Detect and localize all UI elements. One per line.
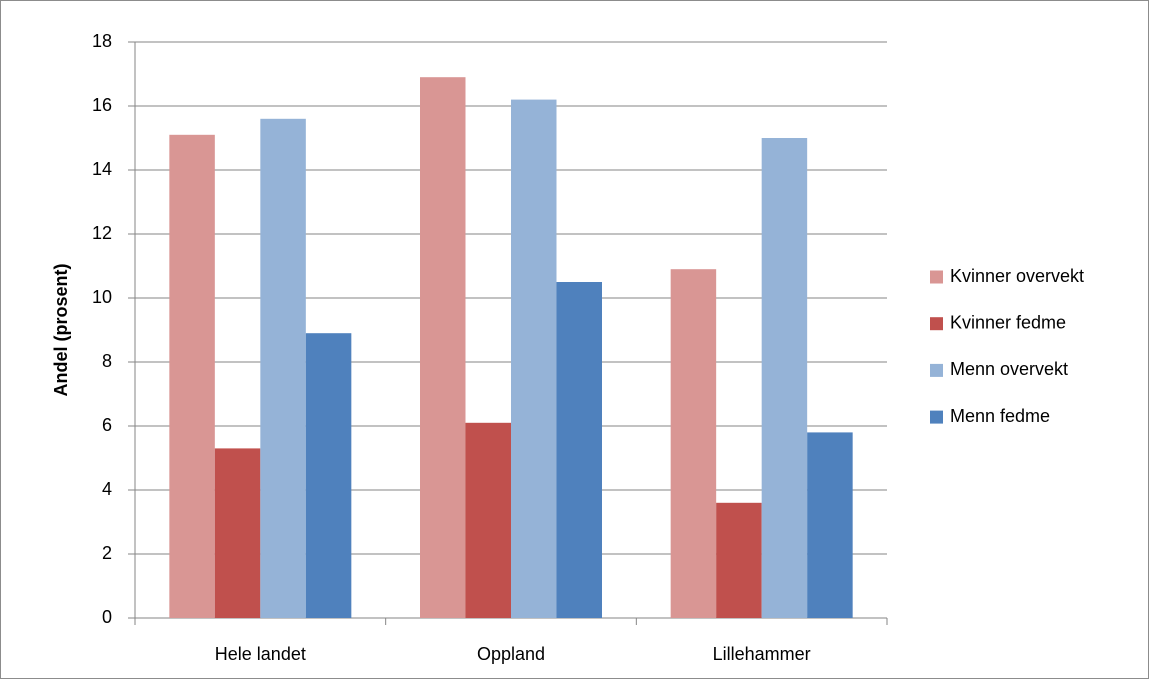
bar (556, 282, 602, 618)
y-tick-label: 16 (92, 95, 112, 115)
y-axis-label: Andel (prosent) (51, 263, 71, 396)
legend-label: Kvinner fedme (950, 312, 1066, 332)
bar (169, 134, 215, 619)
y-tick-label: 12 (92, 223, 112, 243)
x-tick-label: Oppland (477, 644, 545, 664)
y-tick-label: 10 (92, 287, 112, 307)
y-tick-label: 0 (102, 607, 112, 627)
y-tick-label: 4 (102, 479, 112, 499)
bar (761, 138, 808, 618)
y-tick-label: 14 (92, 159, 112, 179)
bar (214, 448, 261, 618)
y-tick-label: 8 (102, 351, 112, 371)
legend-swatch (930, 317, 943, 331)
legend-label: Menn overvekt (950, 359, 1068, 379)
x-tick-label: Hele landet (215, 644, 306, 664)
legend-swatch (930, 410, 943, 424)
bar (465, 422, 511, 618)
legend-swatch (930, 363, 943, 377)
bar (305, 333, 352, 618)
legend-label: Menn fedme (950, 406, 1050, 426)
legend-label: Kvinner overvekt (950, 266, 1084, 286)
bar (511, 99, 557, 619)
x-tick-label: Lillehammer (713, 644, 811, 664)
legend-swatch (930, 270, 943, 284)
bar (670, 269, 717, 618)
bar (716, 502, 762, 618)
bar (260, 118, 306, 619)
y-tick-label: 2 (102, 543, 112, 563)
y-tick-label: 6 (102, 415, 112, 435)
bar (807, 432, 853, 618)
bar (420, 77, 466, 618)
y-tick-label: 18 (92, 31, 112, 51)
